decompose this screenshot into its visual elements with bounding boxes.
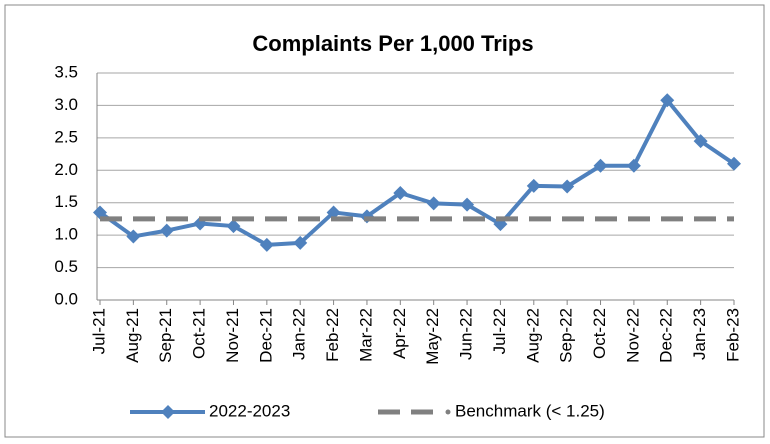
x-tick-label: Apr-22 — [390, 308, 409, 359]
marker — [326, 205, 341, 220]
marker — [626, 158, 641, 173]
x-tick-label: Jan-23 — [690, 308, 709, 360]
legend-label: Benchmark (< 1.25) — [455, 401, 605, 420]
y-tick-label: 0.0 — [54, 289, 78, 308]
marker — [93, 205, 107, 220]
marker — [560, 179, 575, 194]
x-tick-label: Jul-21 — [89, 308, 108, 354]
x-tick-label: Dec-21 — [256, 308, 275, 363]
chart-title: Complaints Per 1,000 Trips — [252, 31, 533, 56]
x-tick-label: Feb-22 — [323, 308, 342, 362]
y-tick-label: 3.5 — [54, 62, 78, 81]
marker — [727, 156, 741, 171]
y-tick-label: 3.0 — [54, 95, 78, 114]
marker — [393, 185, 408, 200]
x-tick-label: Jun-22 — [457, 308, 476, 360]
x-tick-label: Sep-21 — [156, 308, 175, 363]
legend-label: 2022-2023 — [209, 401, 290, 420]
marker — [426, 196, 441, 211]
x-tick-label: Sep-22 — [557, 308, 576, 363]
marker — [526, 178, 541, 193]
marker — [460, 197, 475, 212]
legend-marker — [161, 405, 175, 419]
legend-dot — [445, 409, 451, 415]
marker — [693, 134, 708, 149]
x-tick-label: May-22 — [423, 308, 442, 365]
marker — [593, 158, 608, 173]
x-tick-label: Jul-22 — [490, 308, 509, 354]
x-tick-label: Jan-22 — [290, 308, 309, 360]
marker — [293, 235, 308, 250]
marker — [226, 219, 241, 234]
marker — [660, 93, 675, 108]
x-tick-label: Aug-22 — [523, 308, 542, 363]
y-tick-label: 1.0 — [54, 225, 78, 244]
x-tick-label: Nov-22 — [623, 308, 642, 363]
x-tick-label: Feb-23 — [723, 308, 742, 362]
y-tick-label: 2.0 — [54, 160, 78, 179]
marker — [259, 237, 274, 252]
x-tick-label: Aug-21 — [123, 308, 142, 363]
x-tick-label: Nov-21 — [223, 308, 242, 363]
y-tick-label: 1.5 — [54, 192, 78, 211]
marker — [126, 229, 141, 244]
y-tick-label: 2.5 — [54, 127, 78, 146]
x-tick-label: Oct-21 — [190, 308, 209, 359]
x-tick-label: Dec-22 — [657, 308, 676, 363]
y-tick-label: 0.5 — [54, 257, 78, 276]
marker — [159, 223, 174, 238]
x-tick-label: Mar-22 — [356, 308, 375, 362]
x-tick-label: Oct-22 — [590, 308, 609, 359]
